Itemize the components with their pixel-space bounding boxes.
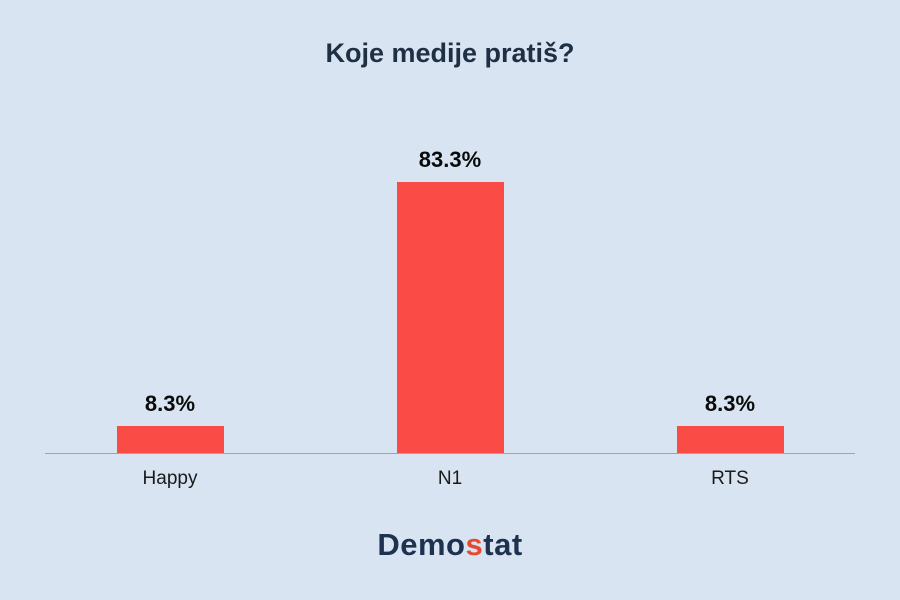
bar-value-label: 8.3% (704, 391, 756, 416)
categories-row: Happy N1 RTS (30, 468, 870, 490)
bar-group-rts: 8.3% (590, 391, 870, 453)
bar-happy (116, 426, 224, 453)
bar-value-label: 83.3% (418, 147, 482, 172)
bar-value-label: 8.3% (144, 391, 196, 416)
bar-n1 (396, 182, 504, 453)
bar-group-n1: 83.3% (310, 147, 590, 453)
bar-rts (676, 426, 784, 453)
bars-row: 8.3% 83.3% 8.3% (30, 147, 870, 453)
bar-group-happy: 8.3% (30, 391, 310, 453)
chart-title: Koje medije pratiš? (325, 38, 575, 68)
demostat-logo: Demostat (0, 527, 900, 563)
logo-part-1: Demo (377, 527, 466, 562)
category-label-rts: RTS (711, 468, 749, 489)
category-label-n1: N1 (437, 468, 463, 489)
category-label-happy: Happy (142, 468, 198, 489)
logo-part-2: tat (483, 527, 523, 562)
x-axis-line (45, 453, 855, 454)
logo-accent-letter: s (465, 527, 484, 562)
